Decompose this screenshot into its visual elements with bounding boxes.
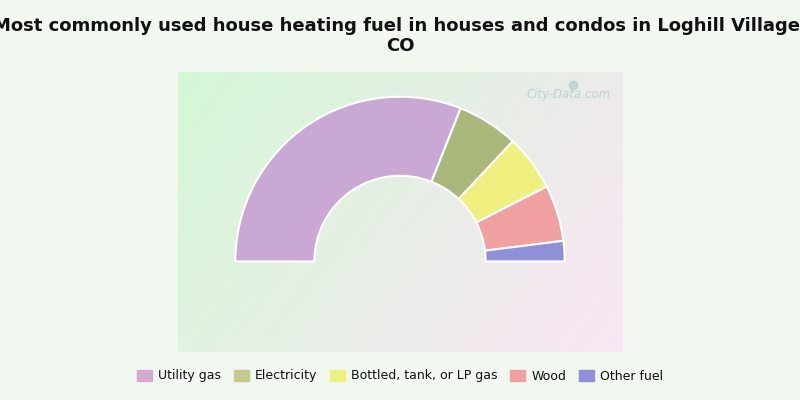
Wedge shape <box>476 187 563 251</box>
Wedge shape <box>485 241 565 262</box>
Text: City-Data.com: City-Data.com <box>526 88 611 102</box>
Text: Most commonly used house heating fuel in houses and condos in Loghill Village,
C: Most commonly used house heating fuel in… <box>0 17 800 55</box>
Wedge shape <box>431 108 513 199</box>
Legend: Utility gas, Electricity, Bottled, tank, or LP gas, Wood, Other fuel: Utility gas, Electricity, Bottled, tank,… <box>132 364 668 388</box>
Wedge shape <box>458 141 546 222</box>
Wedge shape <box>235 97 461 262</box>
